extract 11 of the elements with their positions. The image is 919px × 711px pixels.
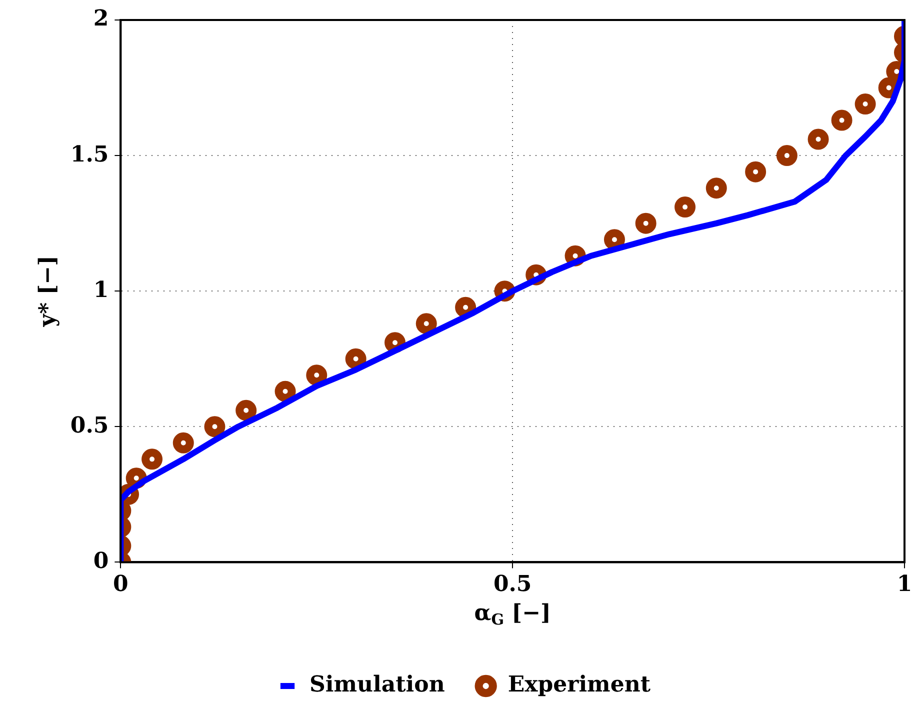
y-tick-label: 0 (93, 548, 109, 574)
y-tick-label: 0.5 (70, 412, 109, 438)
legend-label: Experiment (508, 672, 652, 698)
x-tick-label: 0.5 (493, 571, 532, 598)
legend-label: Simulation (310, 672, 445, 698)
y-tick-label: 2 (93, 6, 109, 32)
y-axis-title: y* [−] (34, 255, 60, 328)
x-tick-label: 0 (113, 571, 128, 598)
y-tick-label: 1.5 (70, 141, 109, 168)
y-tick-label: 1 (93, 276, 109, 303)
x-tick-label: 1 (896, 571, 912, 598)
